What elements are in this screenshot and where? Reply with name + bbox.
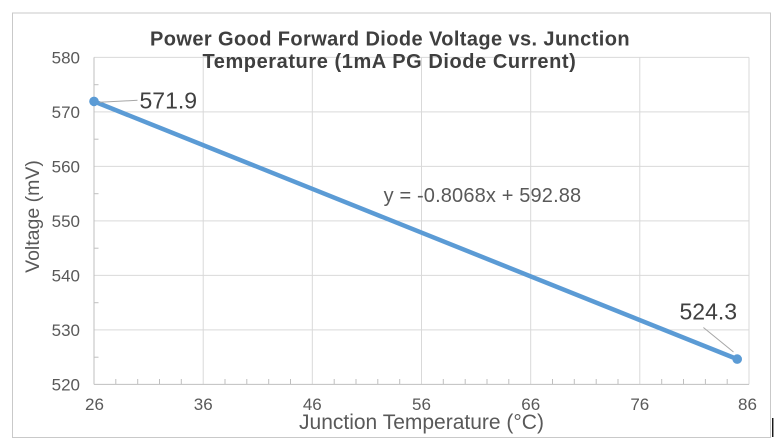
svg-text:524.3: 524.3 [680, 299, 738, 325]
svg-text:86: 86 [738, 395, 757, 414]
svg-text:36: 36 [194, 395, 213, 414]
svg-text:y = -0.8068x + 592.88: y = -0.8068x + 592.88 [384, 185, 582, 207]
svg-text:46: 46 [303, 395, 322, 414]
svg-text:580: 580 [52, 48, 80, 67]
svg-text:26: 26 [85, 395, 104, 414]
svg-text:Voltage (mV): Voltage (mV) [22, 160, 44, 273]
svg-text:Power Good Forward Diode Volta: Power Good Forward Diode Voltage vs. Jun… [150, 29, 630, 51]
svg-text:550: 550 [52, 212, 80, 231]
svg-text:56: 56 [412, 395, 431, 414]
svg-text:570: 570 [52, 103, 80, 122]
svg-text:540: 540 [52, 266, 80, 285]
svg-text:Temperature (1mA PG Diode Curr: Temperature (1mA PG Diode Current) [202, 51, 576, 73]
svg-text:571.9: 571.9 [140, 87, 198, 113]
svg-text:520: 520 [52, 375, 80, 394]
svg-text:560: 560 [52, 157, 80, 176]
svg-text:530: 530 [52, 321, 80, 340]
svg-text:66: 66 [521, 395, 540, 414]
svg-text:Junction Temperature (°C): Junction Temperature (°C) [299, 411, 544, 434]
svg-text:76: 76 [630, 395, 649, 414]
